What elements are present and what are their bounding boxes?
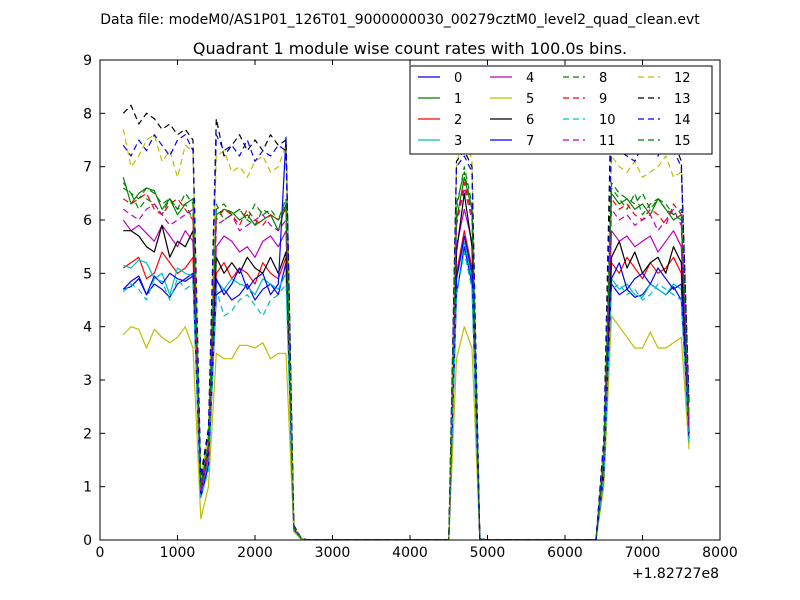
- y-tick-label: 2: [83, 426, 92, 442]
- legend-label-2: 2: [454, 113, 462, 128]
- x-tick-label: 4000: [392, 545, 428, 561]
- legend-label-10: 10: [599, 113, 616, 128]
- legend-label-3: 3: [454, 134, 462, 149]
- x-tick-label: 1000: [160, 545, 196, 561]
- x-tick-label: 5000: [470, 545, 506, 561]
- figure-suptitle: Data file: modeM0/AS1P01_126T01_90000000…: [100, 12, 700, 28]
- x-axis-offset-label: +1.82727e8: [632, 566, 719, 582]
- legend-label-12: 12: [674, 71, 691, 86]
- x-tick-label: 0: [96, 545, 105, 561]
- y-tick-label: 3: [83, 373, 92, 389]
- x-tick-label: 7000: [625, 545, 661, 561]
- legend-label-4: 4: [526, 71, 534, 86]
- x-tick-label: 6000: [547, 545, 583, 561]
- legend-label-8: 8: [599, 71, 607, 86]
- axis-ticks: 0 1000 2000 3000 4000 5000 6000 7000 80000123456…: [83, 53, 738, 561]
- legend-label-13: 13: [674, 92, 691, 107]
- chart-title: Quadrant 1 module wise count rates with …: [193, 39, 627, 58]
- legend-label-1: 1: [454, 92, 462, 107]
- y-tick-label: 9: [83, 53, 92, 69]
- y-tick-label: 7: [83, 160, 92, 176]
- legend-label-5: 5: [526, 92, 534, 107]
- y-tick-label: 5: [83, 266, 92, 282]
- legend-label-9: 9: [599, 92, 607, 107]
- y-tick-label: 6: [83, 213, 92, 229]
- legend-label-7: 7: [526, 134, 534, 149]
- legend-label-0: 0: [454, 71, 462, 86]
- plot-frame: [99, 59, 721, 541]
- x-tick-label: 3000: [315, 545, 351, 561]
- y-tick-label: 1: [83, 480, 92, 496]
- x-tick-label: 8000: [702, 545, 738, 561]
- legend-label-14: 14: [674, 113, 691, 128]
- legend-label-6: 6: [526, 113, 534, 128]
- x-tick-label: 2000: [237, 545, 273, 561]
- legend-frame: [409, 65, 713, 155]
- y-tick-label: 0: [83, 533, 92, 549]
- legend-label-15: 15: [674, 134, 691, 149]
- y-tick-label: 4: [83, 320, 92, 336]
- y-tick-label: 8: [83, 106, 92, 122]
- legend-label-11: 11: [599, 134, 616, 149]
